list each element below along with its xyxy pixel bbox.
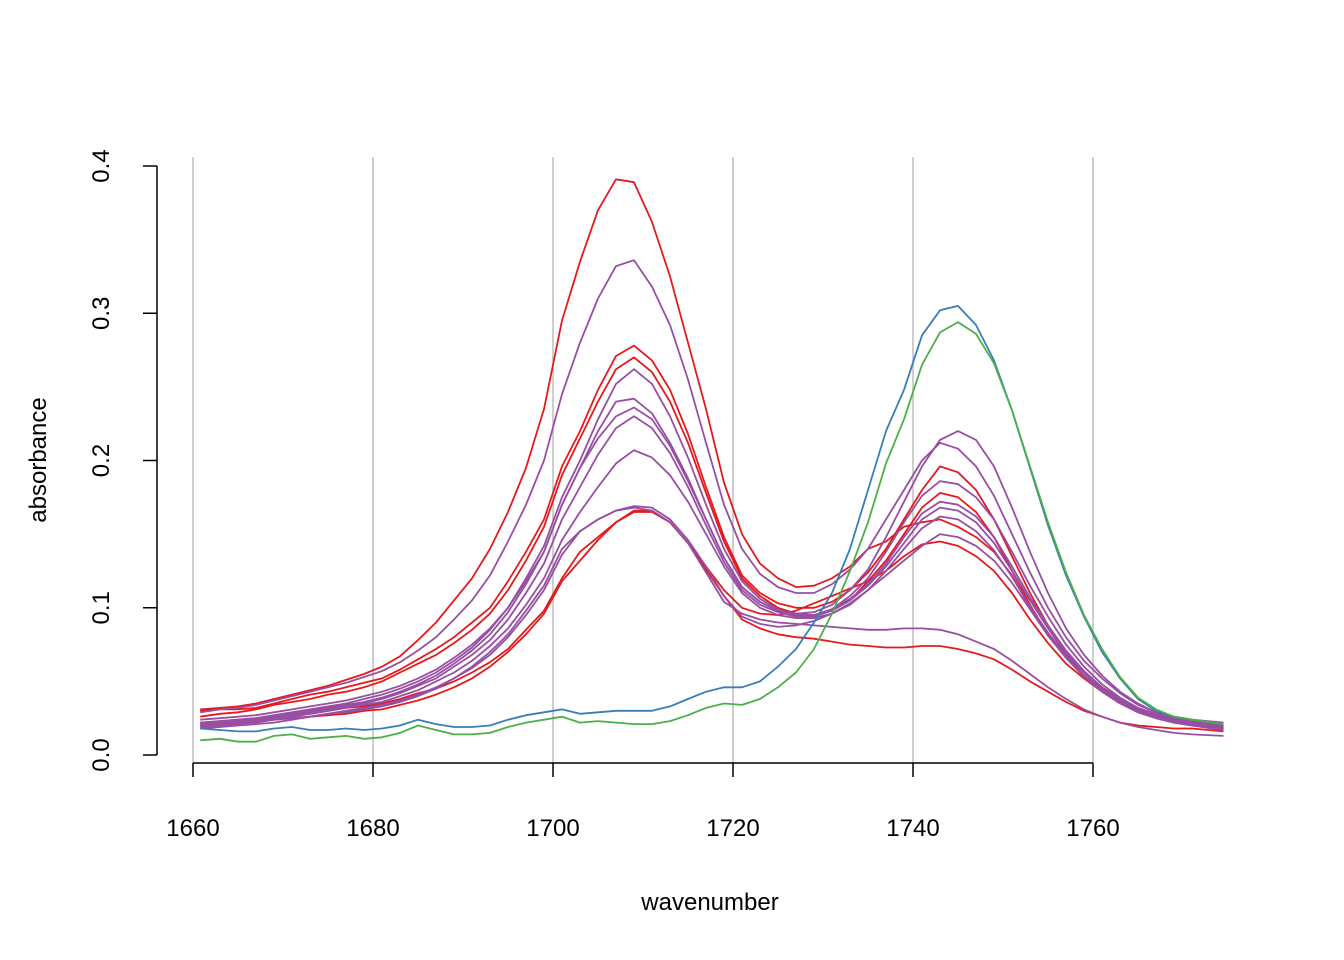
y-tick-label: 0.1 — [88, 591, 115, 624]
x-tick-label: 1740 — [886, 815, 939, 842]
x-axis-title: wavenumber — [640, 889, 778, 916]
y-tick-label: 0.4 — [88, 149, 115, 182]
axes: 1660 1680 1700 1720 1740 1760 0.0 0.1 0.2 0.3 0.4 — [88, 149, 1120, 842]
series-line-15 — [200, 321, 1224, 743]
x-tick-label: 1720 — [706, 815, 759, 842]
series-line-1 — [200, 178, 1224, 731]
series-line-8 — [200, 368, 1224, 727]
spectra-lines — [200, 178, 1224, 743]
y-tick-label: 0.2 — [88, 444, 115, 477]
x-tick-label: 1660 — [166, 815, 219, 842]
series-line-12 — [200, 505, 1224, 731]
series-line-10 — [200, 415, 1224, 730]
series-line-11 — [200, 449, 1224, 731]
y-tick-label: 0.0 — [88, 738, 115, 771]
series-line-6 — [200, 259, 1224, 724]
series-line-5 — [200, 509, 1224, 733]
series-line-9 — [200, 406, 1224, 728]
vertical-gridlines — [192, 157, 1094, 763]
x-tick-label: 1700 — [526, 815, 579, 842]
series-line-3 — [200, 356, 1224, 728]
y-axis-title: absorbance — [25, 397, 52, 522]
x-tick-label: 1680 — [346, 815, 399, 842]
x-tick-label: 1760 — [1066, 815, 1119, 842]
y-tick-label: 0.3 — [88, 297, 115, 330]
series-line-13 — [200, 506, 1224, 737]
